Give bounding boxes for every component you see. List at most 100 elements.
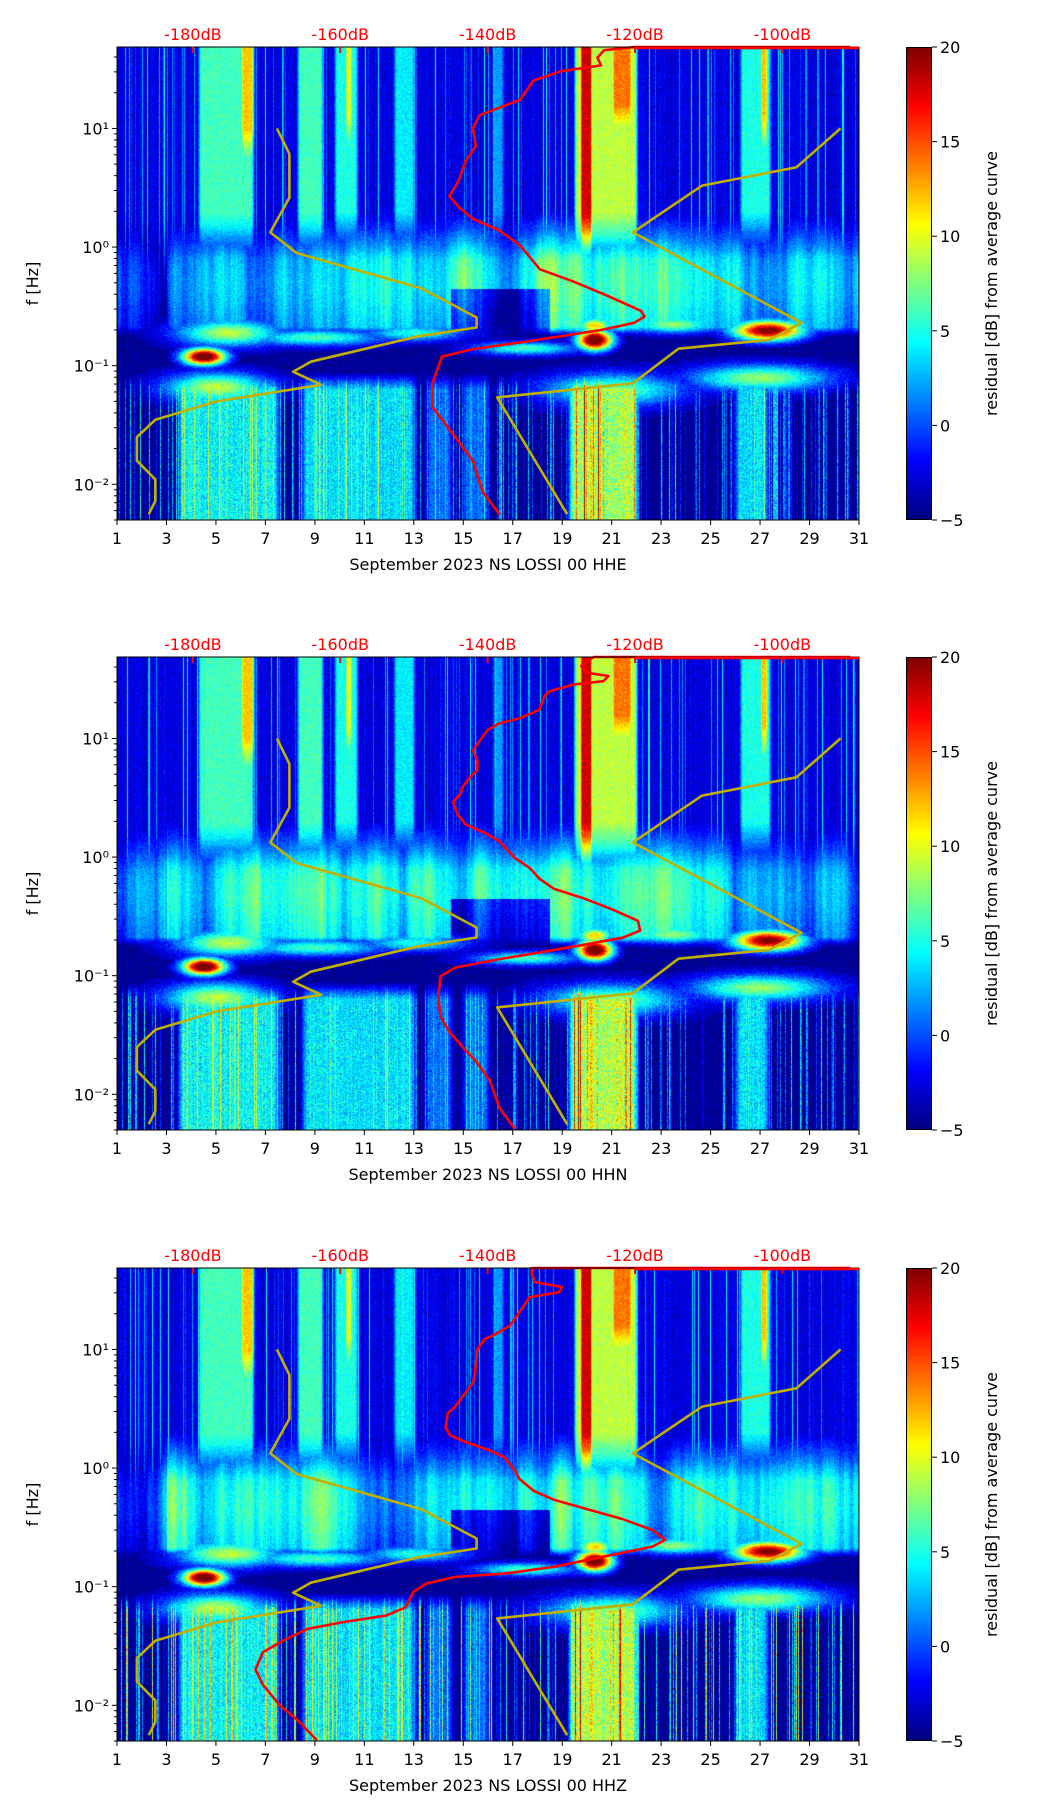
colorbar-hhz bbox=[906, 1268, 932, 1741]
top-db-label: -180dB bbox=[164, 1246, 221, 1265]
colorbar-tick-label: −5 bbox=[940, 511, 964, 530]
colorbar-tick-label: 20 bbox=[940, 38, 960, 57]
psd-curve bbox=[431, 45, 851, 515]
x-tick-label: 15 bbox=[453, 1139, 473, 1158]
x-tick-label: 25 bbox=[700, 529, 720, 548]
y-axis-label: f [Hz] bbox=[23, 262, 42, 306]
x-tick-label: 19 bbox=[552, 529, 572, 548]
top-db-label: -160dB bbox=[312, 25, 369, 44]
x-axis-label: September 2023 NS LOSSI 00 HHE bbox=[349, 555, 626, 574]
y-tick-label: 10⁻¹ bbox=[74, 967, 109, 986]
psd-curve bbox=[254, 1266, 851, 1741]
x-tick-label: 29 bbox=[799, 1750, 819, 1769]
x-tick-label: 7 bbox=[260, 1750, 270, 1769]
colorbar-label: residual [dB] from average curve bbox=[982, 761, 1001, 1026]
x-axis-label: September 2023 NS LOSSI 00 HHZ bbox=[349, 1776, 627, 1795]
colorbar-tick-label: 15 bbox=[940, 743, 960, 762]
x-tick-label: 27 bbox=[750, 1139, 770, 1158]
x-tick-label: 13 bbox=[404, 529, 424, 548]
x-tick-label: 3 bbox=[161, 1139, 171, 1158]
x-tick-label: 1 bbox=[112, 1139, 122, 1158]
x-tick-label: 29 bbox=[799, 1139, 819, 1158]
y-tick-label: 10⁻² bbox=[74, 1696, 109, 1715]
x-tick-label: 11 bbox=[354, 1139, 374, 1158]
y-axis-label: f [Hz] bbox=[23, 872, 42, 916]
nlnm-curve bbox=[135, 1348, 478, 1736]
x-tick-label: 31 bbox=[849, 1750, 869, 1769]
nlnm-curve bbox=[135, 127, 478, 515]
top-db-label: -180dB bbox=[164, 25, 221, 44]
spectrogram-hhn bbox=[117, 657, 859, 1130]
x-tick-label: 9 bbox=[310, 529, 320, 548]
colorbar-tick-label: 10 bbox=[940, 1448, 960, 1467]
x-tick-label: 15 bbox=[453, 1750, 473, 1769]
colorbar-tick-label: 5 bbox=[940, 932, 950, 951]
x-tick-label: 23 bbox=[651, 1139, 671, 1158]
colorbar-tick-label: −5 bbox=[940, 1732, 964, 1751]
x-tick-label: 13 bbox=[404, 1750, 424, 1769]
x-tick-label: 27 bbox=[750, 1750, 770, 1769]
colorbar-hhn bbox=[906, 657, 932, 1130]
top-db-label: -180dB bbox=[164, 635, 221, 654]
x-tick-label: 19 bbox=[552, 1750, 572, 1769]
colorbar-tick-label: 5 bbox=[940, 1543, 950, 1562]
colorbar-hhe bbox=[906, 47, 932, 520]
y-tick-label: 10⁻¹ bbox=[74, 357, 109, 376]
x-tick-label: 15 bbox=[453, 529, 473, 548]
x-tick-label: 31 bbox=[849, 1139, 869, 1158]
colorbar-tick-label: 15 bbox=[940, 1354, 960, 1373]
x-tick-label: 9 bbox=[310, 1139, 320, 1158]
psd-curve bbox=[436, 655, 851, 1130]
nhnm-curve bbox=[495, 1348, 842, 1736]
x-tick-label: 13 bbox=[404, 1139, 424, 1158]
x-tick-label: 17 bbox=[503, 1750, 523, 1769]
y-tick-label: 10⁰ bbox=[82, 848, 109, 867]
x-tick-label: 5 bbox=[211, 1139, 221, 1158]
nhnm-curve bbox=[495, 737, 842, 1125]
x-tick-label: 17 bbox=[503, 529, 523, 548]
y-tick-label: 10⁻¹ bbox=[74, 1578, 109, 1597]
x-axis-label: September 2023 NS LOSSI 00 HHN bbox=[348, 1165, 627, 1184]
x-tick-label: 23 bbox=[651, 1750, 671, 1769]
plot-frame bbox=[116, 656, 860, 1131]
top-db-label: -100dB bbox=[754, 25, 811, 44]
x-tick-label: 29 bbox=[799, 529, 819, 548]
top-db-label: -140dB bbox=[459, 635, 516, 654]
nlnm-curve bbox=[135, 737, 478, 1125]
x-tick-label: 21 bbox=[601, 1139, 621, 1158]
spectrogram-hhe bbox=[117, 47, 859, 520]
y-tick-label: 10⁰ bbox=[82, 238, 109, 257]
x-tick-label: 23 bbox=[651, 529, 671, 548]
colorbar-tick-label: 5 bbox=[940, 322, 950, 341]
y-tick-label: 10¹ bbox=[82, 1340, 109, 1359]
x-tick-label: 19 bbox=[552, 1139, 572, 1158]
x-tick-label: 25 bbox=[700, 1139, 720, 1158]
top-db-label: -160dB bbox=[312, 635, 369, 654]
colorbar-tick-label: 10 bbox=[940, 227, 960, 246]
x-tick-label: 17 bbox=[503, 1139, 523, 1158]
colorbar-tick-label: 0 bbox=[940, 416, 950, 435]
y-tick-label: 10¹ bbox=[82, 729, 109, 748]
top-db-label: -120dB bbox=[606, 25, 663, 44]
top-db-label: -100dB bbox=[754, 635, 811, 654]
x-tick-label: 11 bbox=[354, 529, 374, 548]
x-tick-label: 1 bbox=[112, 1750, 122, 1769]
top-db-label: -160dB bbox=[312, 1246, 369, 1265]
colorbar-tick-label: 20 bbox=[940, 648, 960, 667]
x-tick-label: 7 bbox=[260, 529, 270, 548]
colorbar-tick-label: 20 bbox=[940, 1259, 960, 1278]
colorbar-tick-label: 0 bbox=[940, 1026, 950, 1045]
x-tick-label: 3 bbox=[161, 529, 171, 548]
top-db-label: -120dB bbox=[606, 635, 663, 654]
plot-frame bbox=[116, 46, 860, 521]
x-tick-label: 21 bbox=[601, 529, 621, 548]
x-tick-label: 25 bbox=[700, 1750, 720, 1769]
colorbar-tick-label: 10 bbox=[940, 837, 960, 856]
y-tick-label: 10⁰ bbox=[82, 1459, 109, 1478]
top-db-label: -100dB bbox=[754, 1246, 811, 1265]
x-tick-label: 21 bbox=[601, 1750, 621, 1769]
x-tick-label: 5 bbox=[211, 1750, 221, 1769]
x-tick-label: 9 bbox=[310, 1750, 320, 1769]
x-tick-label: 31 bbox=[849, 529, 869, 548]
